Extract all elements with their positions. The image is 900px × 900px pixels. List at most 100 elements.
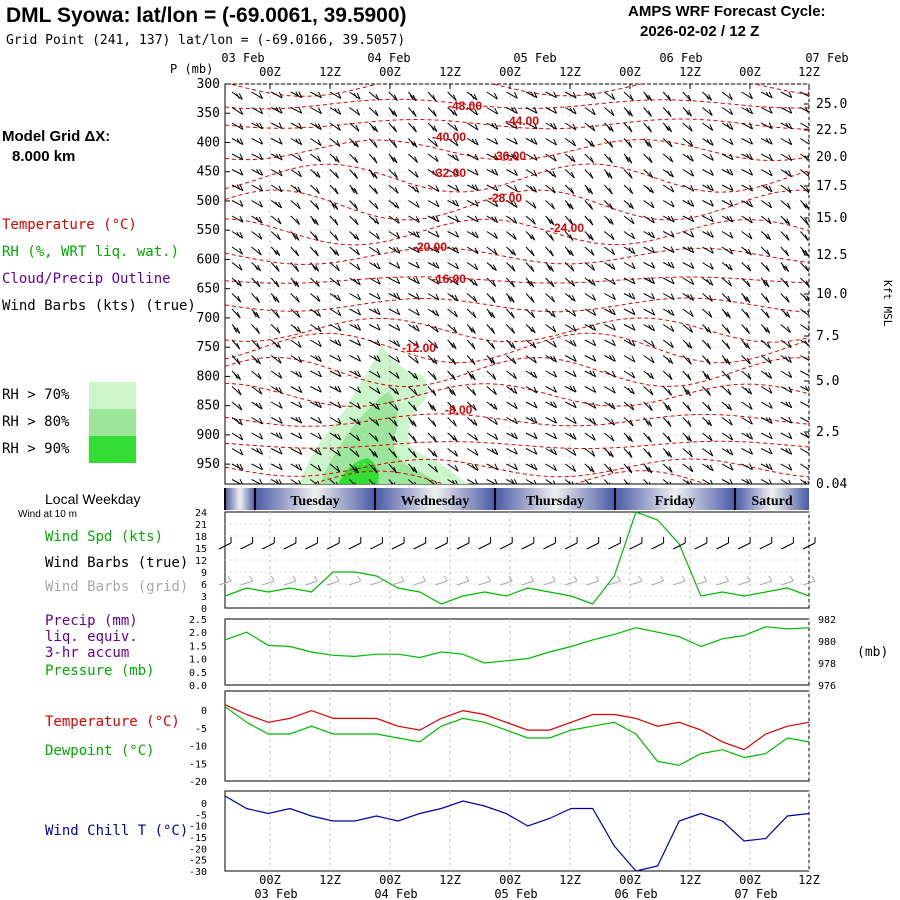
wind-barb [662,261,675,269]
wind-barb [368,231,380,240]
wind-barb [290,200,301,210]
wind-barb [662,370,673,380]
wind-barb [310,370,322,378]
surface-wind-barb [218,537,232,550]
wind-barb [780,184,792,194]
surface-grid-wind-barb [218,575,232,586]
wind-barb [368,308,381,316]
wind-barb [251,432,264,440]
pressure-tick-label: 600 [197,252,220,267]
wind-barb [662,463,673,473]
wind-barb [741,107,754,115]
wind-barb [643,277,656,285]
wind-barb [231,293,242,303]
wind-barb [270,153,283,161]
wind-barb [486,401,498,411]
wind-barb [408,370,419,380]
wind-barb [760,324,771,334]
wind-barb [760,401,773,409]
wind-barb [368,138,378,148]
wind-barb [545,122,558,130]
wind-barb [584,169,594,179]
wind-barb [290,432,303,440]
height-tick-label: 15.0 [816,211,847,226]
wind-barb [604,355,616,362]
wind-barb [564,385,577,393]
wind-barb [231,122,244,130]
wind-barb [702,199,714,207]
wind-barb [702,277,714,286]
wind-barb [682,200,695,207]
temperature-contour-line [225,218,809,246]
wind-barb [310,122,322,130]
wind-barb [427,432,437,443]
wind-barb [251,137,264,145]
wind-barb [545,231,554,241]
wind-barb [623,246,636,255]
wind-barb [349,370,362,378]
wind-barb [623,138,633,148]
wind-barb [388,292,401,300]
wind-barb [270,122,283,130]
wind-barb [310,385,322,393]
wind-barb [682,230,695,238]
wind-barb [780,91,793,99]
top-hour-label: 12Z [798,65,820,79]
wind-barb [800,231,809,241]
wind-barb [643,153,653,164]
wind-barb [329,231,339,241]
height-axis-label: Kft MSL [881,280,894,327]
dewpoint-line [224,706,810,766]
wind-barb [368,479,376,484]
wind-barb [584,200,594,210]
wind-barb [270,184,283,193]
windchill-label: Wind Chill T (°C) [45,823,189,839]
wind-barb [564,215,574,226]
wind-barb [545,324,557,333]
wind-barb [270,231,281,241]
weekday-label: Wednesday [401,494,469,509]
wind-barb [329,448,341,457]
wind-barb [388,246,401,254]
bottom-hour-label: 00Z [739,873,761,887]
wind-barb [466,339,476,350]
wind-barb [329,91,342,99]
surface-wind-barb [737,537,751,550]
rh-legend-70-label: RH > 70% [2,387,70,403]
pressure-tick-label: 900 [197,428,220,443]
wind-barb [290,262,300,272]
wind-barb [231,246,243,255]
wind-barb [388,262,401,269]
wind-barb [741,370,752,380]
wind-barb [800,184,809,194]
temperature-contour-line [225,382,809,408]
wind-barb [368,293,381,300]
wind-barb [721,417,733,426]
wind-barb [251,122,264,130]
wind-barb [349,386,362,394]
wind-barb [721,231,734,239]
wind-barb [780,215,791,225]
wind-barb [270,91,283,99]
wind-barb [349,246,360,256]
weekday-band-segment [225,488,255,510]
wind-barb [427,293,440,301]
wind-barb [290,448,303,455]
wind-barb [329,432,342,441]
pressure-tick-label: 400 [197,135,220,150]
wind-barb [349,432,361,442]
contour-label: -32.00 [432,166,466,180]
wind-barb [584,231,594,241]
wind-barb [486,91,498,100]
wind-barb [466,401,477,411]
wind-barb [427,479,438,484]
wind-barb [310,355,322,363]
wind-barb [564,184,575,195]
wind-barb [270,447,283,455]
wind-barb [506,370,517,380]
wind-barb [506,324,516,334]
wind-barb [623,91,634,101]
wind-barb [525,215,536,225]
wind-barb [662,308,675,317]
wind-barb [643,324,656,332]
